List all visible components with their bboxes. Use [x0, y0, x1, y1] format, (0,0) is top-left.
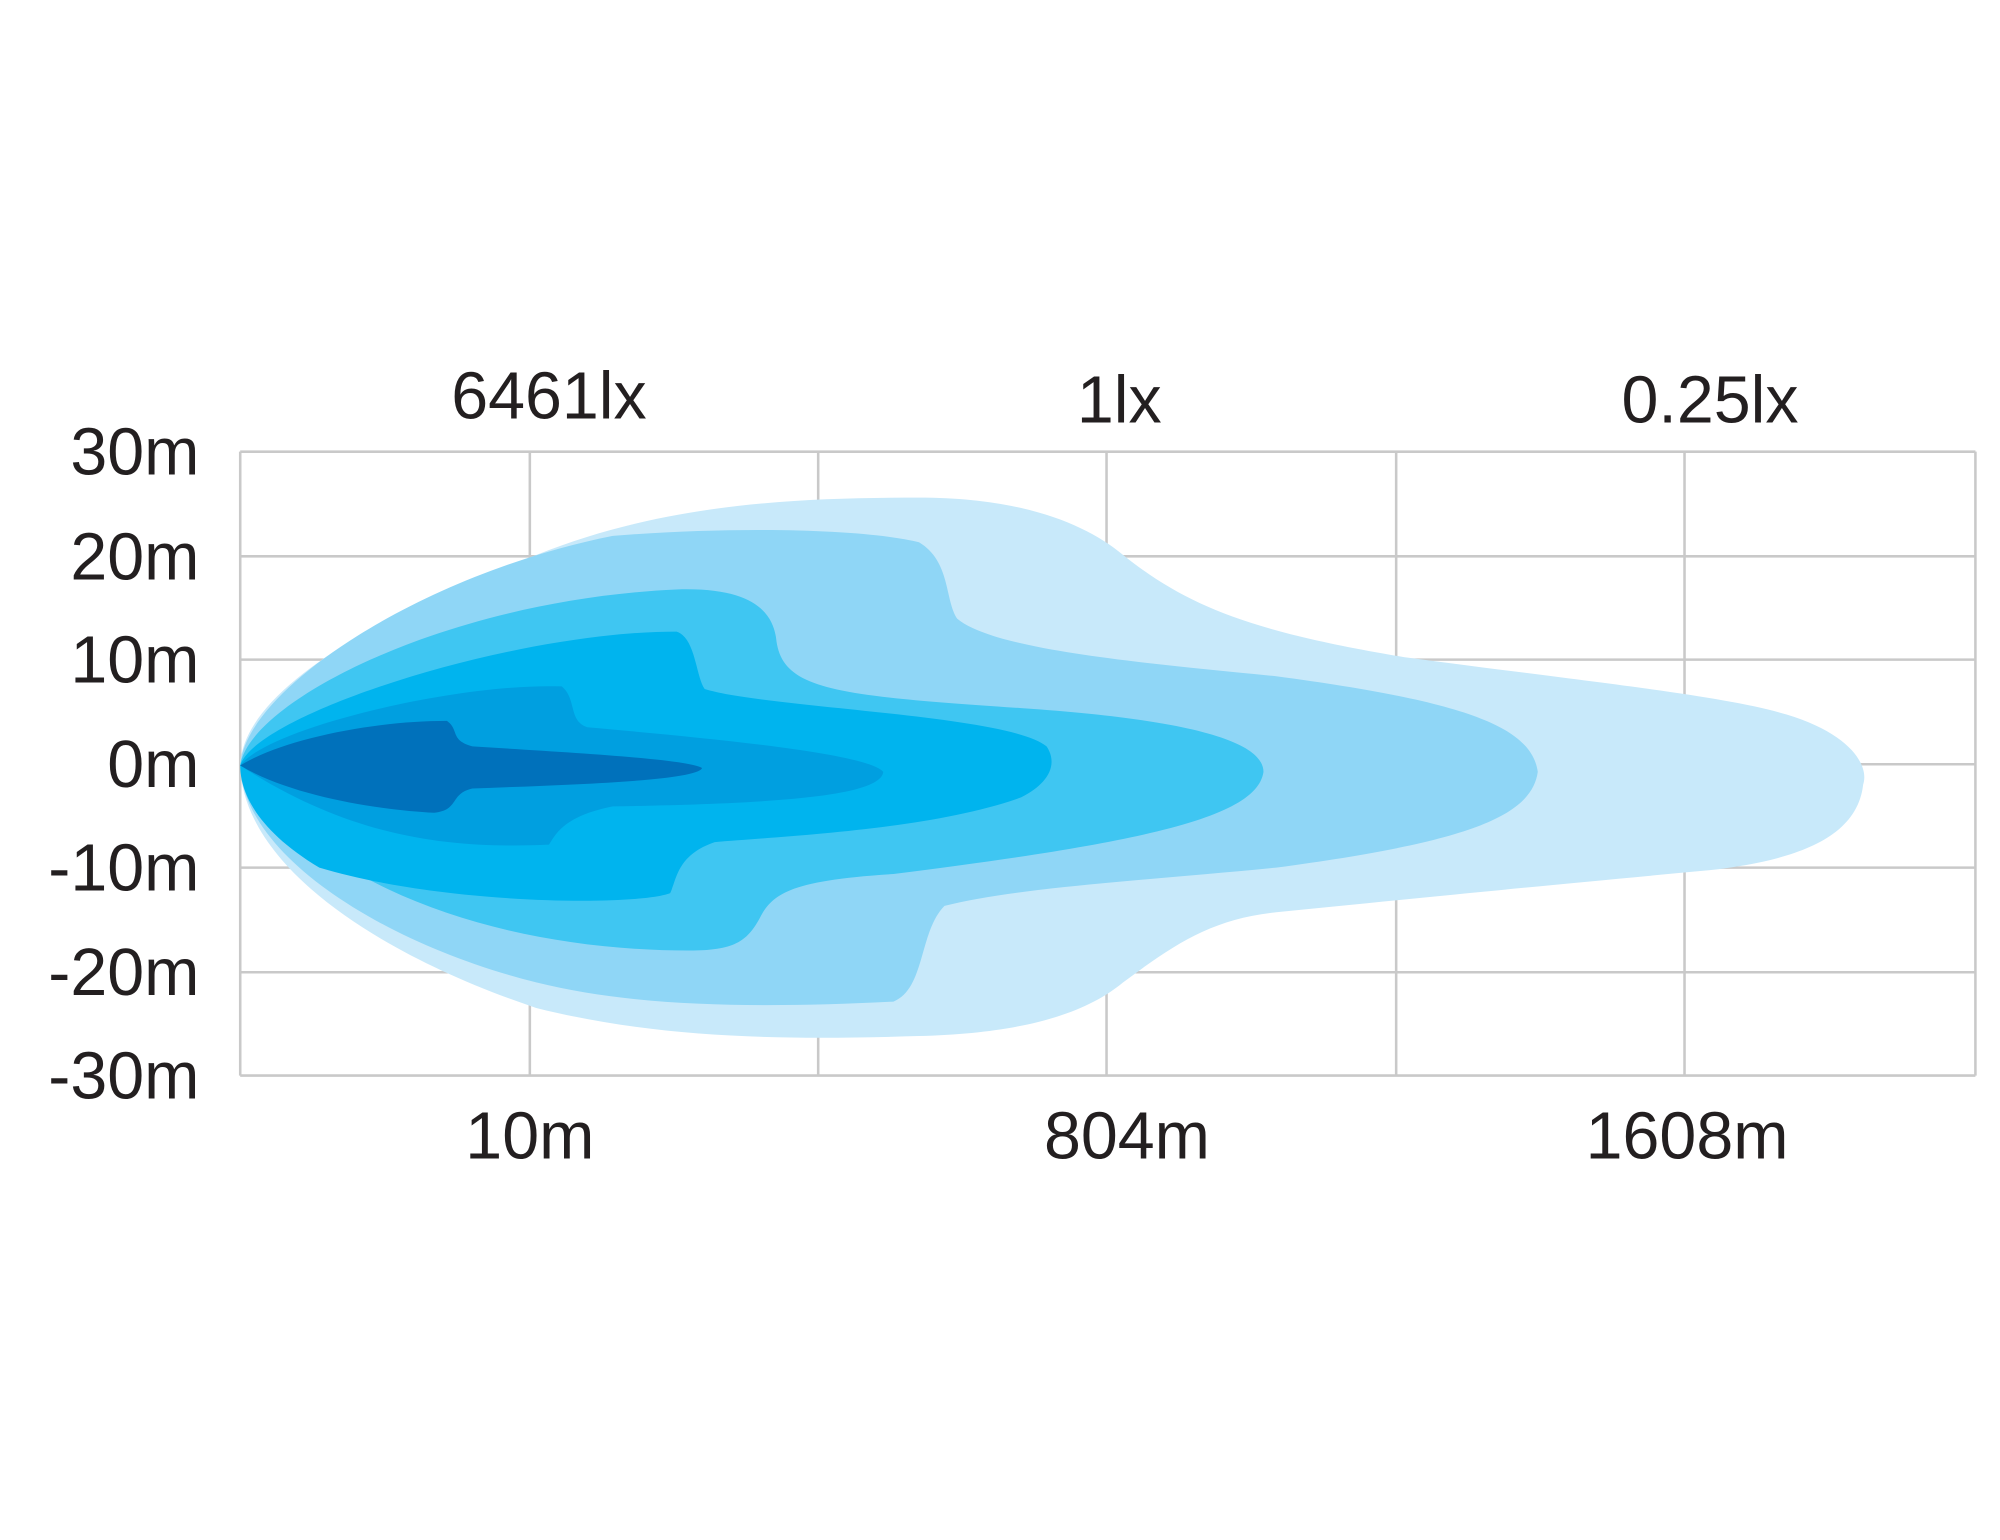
y-label: 30m: [70, 416, 199, 490]
distance-label: 804m: [1044, 1100, 1210, 1174]
y-label: -20m: [48, 936, 199, 1010]
lux-label: 1lx: [1077, 363, 1162, 437]
y-axis-labels: 30m 20m 10m 0m -10m -20m -30m: [48, 416, 199, 1114]
distance-label: 10m: [465, 1100, 594, 1174]
y-label: 10m: [70, 624, 199, 698]
bottom-labels: 10m 804m 1608m: [465, 1100, 1788, 1174]
lux-label: 0.25lx: [1622, 363, 1799, 437]
top-labels: 6461lx 1lx 0.25lx: [451, 359, 1798, 437]
y-label: 0m: [107, 728, 199, 802]
lux-label: 6461lx: [451, 359, 646, 433]
y-label: -30m: [48, 1040, 199, 1114]
y-label: -10m: [48, 832, 199, 906]
distance-label: 1608m: [1586, 1100, 1789, 1174]
zone-6461lx: [240, 720, 703, 813]
beam-zones: [240, 497, 1865, 1038]
y-label: 20m: [70, 520, 199, 594]
